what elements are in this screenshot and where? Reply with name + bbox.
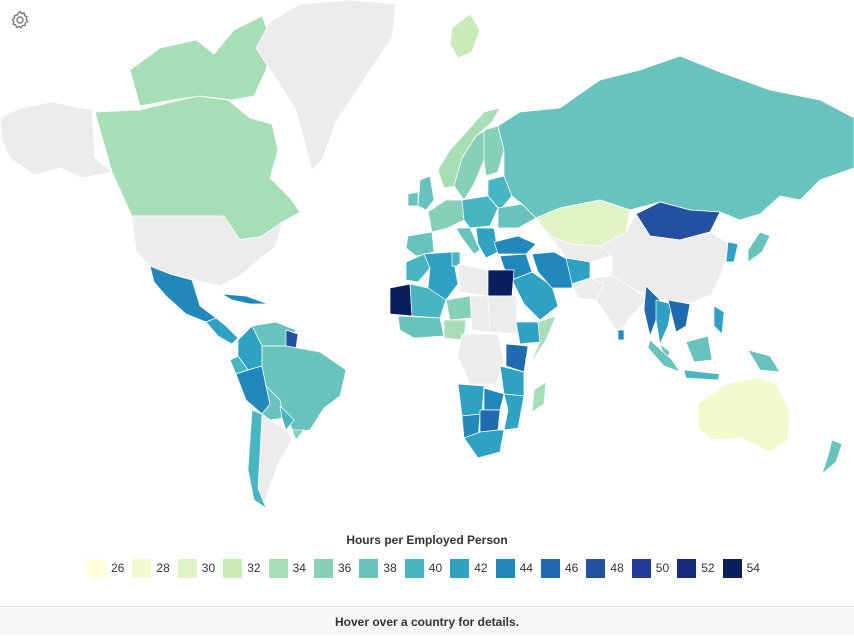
- region-sri-lanka[interactable]: Sri Lanka: [617, 329, 625, 341]
- legend-label: 44: [519, 561, 533, 575]
- region-new-zealand[interactable]: New Zealand: [821, 439, 843, 475]
- legend-label: 36: [338, 561, 352, 575]
- legend-title: Hours per Employed Person: [346, 533, 508, 547]
- region-iran[interactable]: Iran: [531, 251, 573, 289]
- legend-swatch: [631, 559, 651, 578]
- region-papua-new-guinea[interactable]: Papua New Guinea: [747, 349, 781, 373]
- legend-label: 48: [610, 561, 624, 575]
- region-ireland[interactable]: Ireland: [407, 191, 419, 207]
- region-western-europe[interactable]: Western Europe: [427, 199, 465, 233]
- legend-label: 42: [474, 561, 488, 575]
- region-ethiopia[interactable]: Ethiopia: [515, 321, 541, 345]
- region-egypt[interactable]: Egypt: [487, 269, 515, 297]
- region-norway[interactable]: Norway: [437, 107, 501, 189]
- legend-label: 30: [201, 561, 216, 575]
- region-guyana[interactable]: Guyana: [285, 329, 299, 349]
- region-libya[interactable]: Libya: [457, 263, 489, 297]
- legend-swatch: [541, 559, 560, 578]
- region-mali[interactable]: Mali: [409, 283, 447, 319]
- region-ukraine[interactable]: Ukraine: [497, 203, 537, 229]
- region-baltics-and-belarus[interactable]: Baltics and Belarus: [487, 175, 513, 211]
- region-borneo[interactable]: Borneo: [685, 335, 713, 363]
- legend-swatch: [404, 559, 424, 578]
- legend-label: 32: [247, 561, 261, 575]
- gear-icon: [11, 10, 29, 29]
- region-chad[interactable]: Chad: [469, 295, 491, 333]
- legend-swatch: [132, 559, 152, 578]
- region-australia[interactable]: Australia: [697, 377, 791, 453]
- legend-swatch: [359, 559, 379, 578]
- region-indonesia-sumatra[interactable]: Indonesia (Sumatra): [647, 339, 681, 373]
- region-turkey[interactable]: Turkey: [493, 235, 537, 255]
- region-iceland[interactable]: Iceland: [449, 13, 481, 59]
- legend-swatch: [677, 559, 697, 578]
- region-italy[interactable]: Italy: [455, 227, 481, 255]
- legend-label: 54: [746, 561, 760, 575]
- legend-swatch: [314, 559, 333, 578]
- legend-label: 34: [292, 561, 306, 575]
- region-morocco[interactable]: Morocco: [405, 253, 431, 283]
- region-south-africa[interactable]: South Africa: [463, 429, 505, 459]
- region-korean-peninsula[interactable]: Korean Peninsula: [725, 241, 739, 263]
- legend-swatch: [87, 559, 106, 578]
- legend-label: 40: [428, 561, 443, 575]
- region-myanmar[interactable]: Myanmar: [643, 285, 661, 337]
- legend-label: 46: [565, 561, 579, 575]
- region-canadian-arctic-islands[interactable]: Canadian Arctic Islands: [129, 15, 273, 107]
- region-united-kingdom[interactable]: United Kingdom: [417, 175, 435, 211]
- region-saudi-arabia[interactable]: Saudi Arabia: [511, 271, 559, 321]
- legend-swatch: [223, 559, 243, 578]
- legend-label: 28: [156, 561, 170, 575]
- region-india[interactable]: India: [589, 275, 647, 335]
- region-niger[interactable]: Niger: [445, 295, 473, 321]
- region-philippines[interactable]: Philippines: [713, 305, 725, 335]
- region-botswana[interactable]: Botswana: [479, 409, 501, 433]
- status-footer: Hover over a country for details.: [0, 606, 854, 635]
- region-indonesia-java[interactable]: Indonesia (Java): [683, 369, 721, 381]
- region-madagascar[interactable]: Madagascar: [531, 381, 547, 413]
- legend-label: 50: [655, 561, 670, 575]
- region-uruguay[interactable]: Uruguay: [291, 429, 305, 441]
- region-central-africa[interactable]: Central Africa: [457, 333, 505, 385]
- settings-button[interactable]: [9, 9, 31, 31]
- region-west-africa[interactable]: West Africa: [397, 315, 445, 339]
- region-russia[interactable]: Russia: [497, 55, 854, 221]
- region-vietnam-and-laos[interactable]: Vietnam and Laos: [667, 299, 691, 333]
- legend-swatch: [586, 559, 606, 578]
- region-chile[interactable]: Chile: [247, 409, 267, 509]
- region-iberia[interactable]: Iberia: [405, 231, 435, 257]
- region-mauritania[interactable]: Mauritania: [389, 283, 413, 317]
- region-central-america[interactable]: Central America: [205, 317, 239, 345]
- legend-label: 52: [701, 561, 715, 575]
- region-sudan[interactable]: Sudan: [487, 295, 519, 335]
- legend-swatch: [177, 559, 197, 578]
- legend-label: 38: [383, 561, 397, 575]
- legend-swatch: [722, 559, 742, 578]
- legend-swatch: [495, 559, 515, 578]
- region-alaska[interactable]: Alaska: [0, 101, 113, 179]
- world-choropleth-map[interactable]: Alaska Canada Canadian Arctic Islands Gr…: [0, 0, 854, 530]
- region-kenya[interactable]: Kenya: [505, 343, 529, 373]
- region-somalia[interactable]: Somalia: [529, 315, 557, 365]
- legend-swatch: [450, 559, 470, 578]
- region-japan[interactable]: Japan: [747, 231, 771, 263]
- region-balkans[interactable]: Balkans: [475, 227, 499, 259]
- region-zambia[interactable]: Zambia: [483, 387, 505, 411]
- region-mozambique[interactable]: Mozambique: [503, 393, 525, 431]
- legend-swatch: [268, 559, 288, 578]
- region-greenland[interactable]: Greenland: [255, 0, 397, 171]
- legend-label: 26: [111, 561, 125, 575]
- region-cuba[interactable]: Cuba: [221, 293, 269, 305]
